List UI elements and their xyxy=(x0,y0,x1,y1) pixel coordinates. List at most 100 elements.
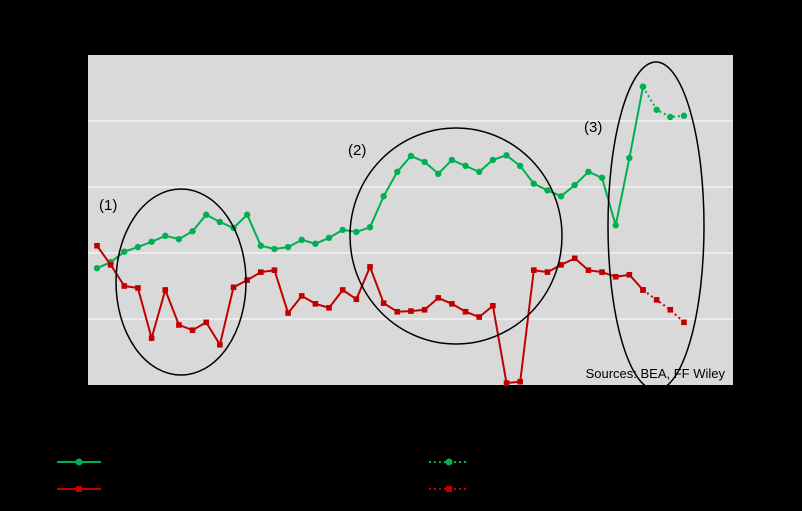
marker-green-solid xyxy=(598,174,606,181)
marker-green-solid xyxy=(448,156,456,164)
marker-green-solid xyxy=(544,187,551,194)
marker-red-solid xyxy=(517,378,523,385)
marker-red-solid xyxy=(490,303,496,309)
marker-red-solid xyxy=(626,271,633,278)
marker-green-solid xyxy=(585,168,592,176)
annotation-3: (3) xyxy=(584,119,603,136)
legend-marker-green-dotted-sample xyxy=(445,458,453,466)
series-red-dotted xyxy=(642,289,685,324)
marker-green-solid xyxy=(516,162,524,170)
marker-green-solid xyxy=(339,226,346,234)
marker-green-dotted xyxy=(667,113,674,121)
marker-green-solid xyxy=(189,228,196,235)
marker-green-solid xyxy=(366,224,374,231)
marker-green-solid xyxy=(353,228,360,236)
marker-green-dotted xyxy=(653,106,660,113)
annotation-2: (2) xyxy=(348,142,367,159)
marker-red-solid xyxy=(189,327,196,334)
marker-red-solid xyxy=(612,273,619,280)
marker-red-solid xyxy=(135,285,141,291)
marker-red-solid xyxy=(599,269,605,275)
marker-green-solid xyxy=(380,193,387,200)
marker-green-solid xyxy=(134,243,142,251)
marker-green-solid xyxy=(325,234,333,242)
marker-red-solid xyxy=(367,264,373,270)
marker-red-solid xyxy=(462,308,469,315)
marker-green-solid xyxy=(148,238,155,245)
marker-red-solid xyxy=(571,255,578,262)
marker-red-solid xyxy=(408,308,414,314)
marker-green-solid xyxy=(298,236,305,243)
marker-red-solid xyxy=(298,293,305,299)
marker-red-solid xyxy=(558,262,564,268)
marker-green-solid xyxy=(476,168,483,176)
marker-red-solid xyxy=(312,301,319,307)
marker-green-dotted xyxy=(680,112,688,119)
marker-red-solid xyxy=(244,277,250,283)
marker-green-solid xyxy=(203,211,210,218)
marker-green-solid xyxy=(503,152,510,159)
marker-green-solid xyxy=(257,242,264,249)
marker-red-solid xyxy=(148,335,155,341)
marker-green-solid xyxy=(162,232,169,240)
marker-red-dotted xyxy=(640,287,646,293)
marker-green-solid xyxy=(243,211,251,218)
marker-red-solid xyxy=(203,319,209,326)
marker-green-solid xyxy=(394,168,401,176)
highlight-ellipse-1 xyxy=(115,188,247,376)
marker-red-dotted xyxy=(667,306,674,313)
marker-red-solid xyxy=(258,269,264,275)
marker-green-solid xyxy=(462,162,469,170)
marker-red-solid xyxy=(230,284,237,291)
marker-red-solid xyxy=(176,322,182,328)
marker-green-solid xyxy=(93,264,101,272)
marker-red-solid xyxy=(271,267,278,273)
marker-green-solid xyxy=(421,158,428,166)
highlight-ellipse-3 xyxy=(607,61,705,391)
marker-green-solid xyxy=(489,156,497,164)
marker-red-dotted xyxy=(681,319,687,326)
marker-red-solid xyxy=(339,287,346,293)
marker-red-solid xyxy=(531,267,537,273)
marker-red-solid xyxy=(421,306,428,313)
marker-red-solid xyxy=(435,295,442,301)
sources-note: Sources: BEA, FF Wiley xyxy=(585,366,725,381)
annotation-1: (1) xyxy=(99,197,118,214)
marker-red-solid xyxy=(449,301,455,307)
legend-marker-red-dotted-sample xyxy=(446,486,452,492)
marker-red-solid xyxy=(217,341,223,348)
marker-red-solid xyxy=(380,300,387,306)
legend-marker-red-solid-sample xyxy=(76,486,82,492)
marker-red-solid xyxy=(94,242,100,249)
plot-area xyxy=(88,55,733,385)
marker-green-solid xyxy=(284,243,292,251)
marker-green-solid xyxy=(407,152,415,160)
marker-green-solid xyxy=(557,193,565,200)
legend-marker-green-solid-sample xyxy=(75,458,83,466)
marker-green-solid xyxy=(121,248,128,255)
marker-green-dotted xyxy=(639,83,647,90)
marker-green-solid xyxy=(571,181,578,189)
marker-green-solid xyxy=(435,170,442,177)
marker-red-solid xyxy=(353,296,360,302)
marker-red-dotted xyxy=(653,297,660,303)
marker-green-solid xyxy=(530,180,537,187)
marker-red-solid xyxy=(394,308,401,315)
marker-green-solid xyxy=(216,218,224,226)
marker-red-solid xyxy=(326,304,332,311)
marker-green-solid xyxy=(175,235,183,243)
marker-red-solid xyxy=(107,262,114,268)
marker-red-solid xyxy=(503,380,510,386)
marker-green-solid xyxy=(271,245,278,253)
marker-red-solid xyxy=(585,267,592,273)
marker-green-solid xyxy=(626,154,633,162)
marker-green-solid xyxy=(312,240,319,247)
marker-red-solid xyxy=(476,314,482,320)
marker-red-solid xyxy=(544,269,551,275)
marker-green-solid xyxy=(612,222,619,229)
marker-red-solid xyxy=(162,287,169,293)
marker-red-solid xyxy=(285,310,291,316)
marker-red-solid xyxy=(121,283,128,289)
